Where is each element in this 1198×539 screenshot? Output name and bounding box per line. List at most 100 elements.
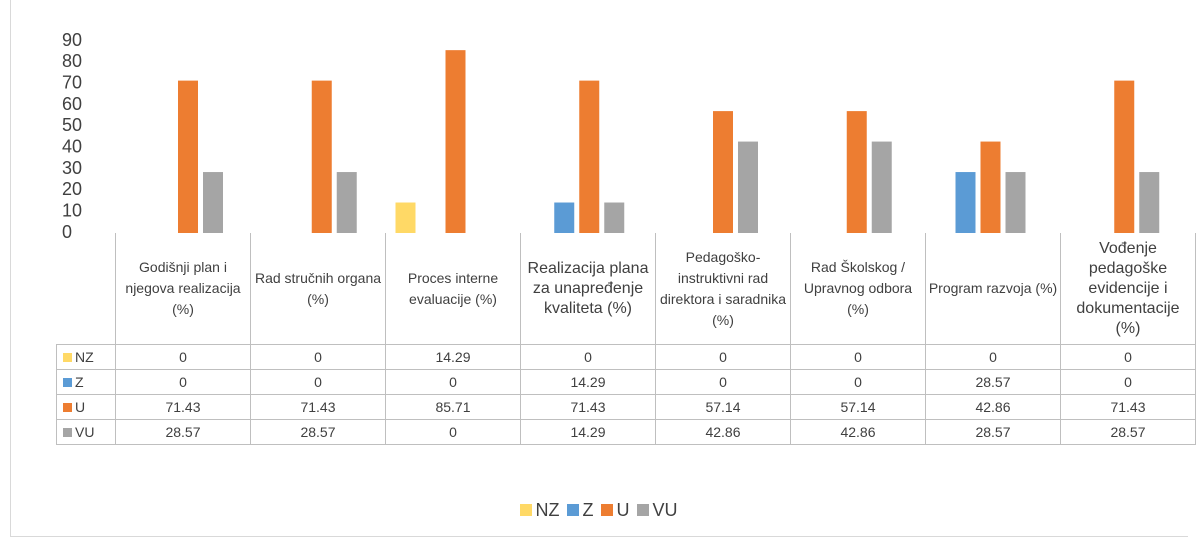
legend-swatch [520,504,533,516]
bar [178,80,198,233]
table-value: 42.86 [655,419,791,445]
y-tick-label: 70 [62,72,82,92]
y-tick-label: 90 [62,30,82,50]
y-tick-label: 10 [62,200,82,220]
y-tick-label: 60 [62,94,82,114]
y-tick-label: 40 [62,136,82,156]
data-table: Godišnji plan i njegova realizacija (%) R… [56,233,1196,445]
y-tick-label: 50 [62,115,82,135]
legend-item: Z [567,500,593,520]
legend-item: VU [637,500,678,520]
table-row-label: U [56,394,116,420]
legend-swatch [63,403,72,412]
legend-label: Z [582,500,594,520]
bar [336,172,357,233]
table-value: 71.43 [1060,394,1196,420]
table-value: 42.86 [925,394,1061,420]
table-value: 28.57 [925,369,1061,395]
x-tick-label: Program razvoja (%) [925,233,1061,345]
bar [846,111,867,233]
table-row: VU 28.57 28.57 0 14.29 42.86 42.86 28.57 28.57 [56,419,1196,445]
table-value: 0 [250,344,386,370]
bar [1005,172,1026,233]
y-tick-label: 0 [62,222,72,240]
table-value: 0 [385,419,521,445]
legend-label: VU [652,500,678,520]
table-row: U 71.43 71.43 85.71 71.43 57.14 57.14 42.86 71.4… [56,394,1196,420]
table-row: Z 0 0 0 14.29 0 0 28.57 0 [56,369,1196,395]
table-value: 28.57 [925,419,1061,445]
bar [579,80,600,233]
bar [955,172,976,233]
table-row: NZ 0 0 14.29 0 0 0 0 0 [56,344,1196,370]
legend-swatch [63,378,72,387]
table-value: 42.86 [790,419,926,445]
legend-label: U [616,500,630,520]
series-name: VU [75,424,95,440]
table-header-row: Godišnji plan i njegova realizacija (%) R… [56,233,1196,345]
x-tick-label: Pedagoško-instruktivni rad direktora i s… [655,233,791,345]
series-name: Z [75,374,84,390]
bar [395,202,416,233]
table-row-label: Z [56,369,116,395]
x-tick-label: Rad Školskog / Upravnog odbora (%) [790,233,926,345]
legend-item: U [601,500,629,520]
table-value: 57.14 [655,394,791,420]
bar [713,111,733,233]
x-tick-label: Vođenje pedagoške evidencije i dokumenta… [1060,233,1196,345]
x-tick-label: Realizacija plana za unapređenje kvalite… [520,233,656,345]
table-value: 0 [1060,369,1196,395]
table-value: 14.29 [520,369,656,395]
table-value: 0 [655,344,791,370]
legend-swatch [63,428,72,437]
table-value: 0 [250,369,386,395]
legend-swatch [567,504,580,516]
table-value: 28.57 [250,419,386,445]
table-value: 0 [1060,344,1196,370]
legend-swatch [601,504,614,516]
table-value: 57.14 [790,394,926,420]
table-value: 14.29 [520,419,656,445]
bar [871,141,892,233]
x-tick-label: Godišnji plan i njegova realizacija (%) [115,233,251,345]
y-tick-label: 80 [62,51,82,71]
table-value: 0 [790,369,926,395]
table-value: 85.71 [385,394,521,420]
table-value: 14.29 [385,344,521,370]
x-tick-label: Proces interne evaluacije (%) [385,233,521,345]
table-value: 71.43 [520,394,656,420]
table-value: 0 [115,369,251,395]
bar [554,202,575,233]
x-tick-label: Rad stručnih organa (%) [250,233,386,345]
table-value: 0 [115,344,251,370]
bar [311,80,332,233]
table-value: 0 [385,369,521,395]
chart-frame [10,0,1188,537]
legend-swatch [63,353,72,362]
bar [203,172,223,233]
table-corner [56,233,116,345]
legend-label: NZ [535,500,560,520]
table-row-label: VU [56,419,116,445]
bar [980,141,1001,233]
table-value: 71.43 [115,394,251,420]
table-value: 71.43 [250,394,386,420]
legend: NZ Z U VU [0,500,1198,521]
table-value: 0 [520,344,656,370]
bar [738,141,758,233]
bar [445,50,466,233]
y-tick-label: 20 [62,179,82,199]
y-tick-label: 30 [62,158,82,178]
legend-item: NZ [520,500,559,520]
series-name: NZ [75,349,94,365]
table-value: 28.57 [115,419,251,445]
series-name: U [75,399,86,415]
bar [1114,80,1135,233]
table-value: 0 [925,344,1061,370]
table-value: 28.57 [1060,419,1196,445]
table-value: 0 [655,369,791,395]
legend-swatch [637,504,650,516]
bar [604,202,625,233]
bar [1139,172,1160,233]
